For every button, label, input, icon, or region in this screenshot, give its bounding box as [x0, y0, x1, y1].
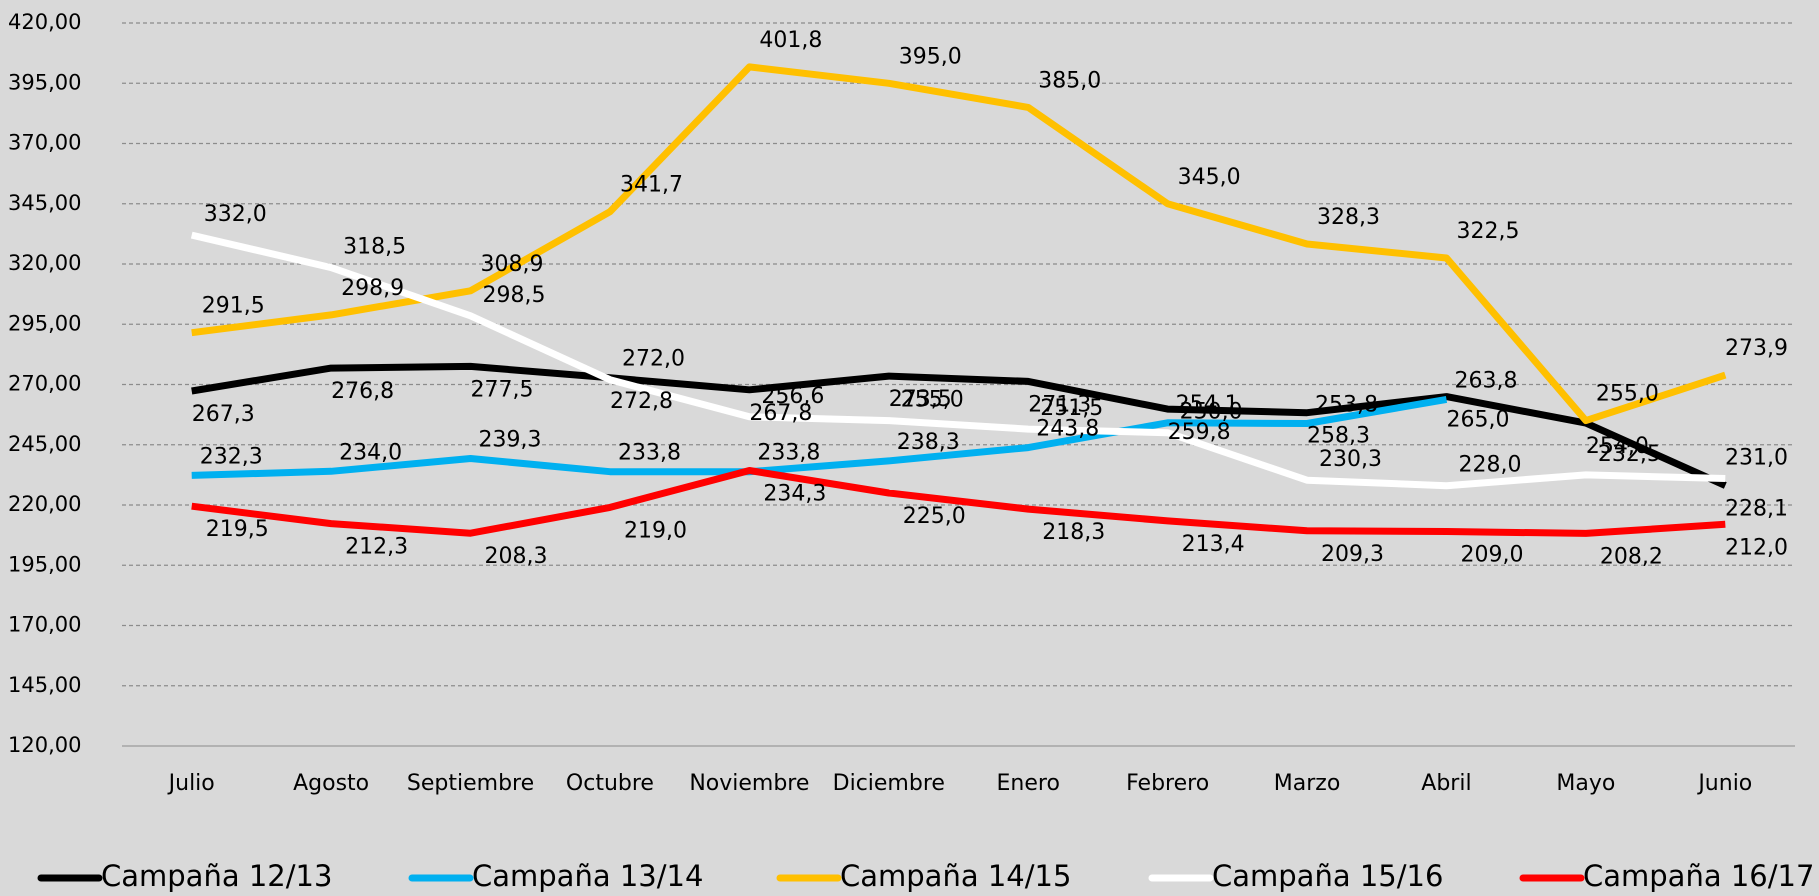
data-label: 341,7	[620, 173, 683, 198]
legend-label: Campaña 12/13	[101, 859, 332, 893]
legend-label: Campaña 13/14	[472, 859, 703, 893]
y-tick-label: 420,00	[8, 10, 81, 34]
x-tick-label: Diciembre	[833, 771, 945, 796]
data-label: 233,8	[757, 441, 820, 466]
x-tick-label: Septiembre	[407, 771, 534, 796]
data-label: 219,5	[206, 517, 269, 542]
data-label: 243,8	[1036, 417, 1099, 442]
series-line	[191, 395, 1448, 479]
data-label: 228,1	[1725, 496, 1788, 521]
y-tick-label: 320,00	[8, 251, 81, 275]
data-label: 238,3	[897, 430, 960, 455]
y-tick-label: 195,00	[8, 552, 81, 576]
data-label: 265,0	[1446, 408, 1509, 433]
y-tick-label: 345,00	[8, 191, 81, 215]
data-label: 308,9	[481, 252, 544, 277]
x-tick-label: Junio	[1696, 771, 1752, 796]
data-label: 277,5	[471, 377, 534, 402]
data-label: 259,8	[1168, 420, 1231, 445]
data-label: 232,5	[1598, 442, 1661, 467]
data-label: 345,0	[1178, 165, 1241, 190]
data-label: 231,0	[1725, 445, 1788, 470]
data-label: 272,8	[610, 389, 673, 414]
data-label: 234,3	[763, 482, 826, 507]
y-tick-label: 395,00	[8, 70, 81, 94]
data-label: 273,9	[1725, 336, 1788, 361]
data-label: 233,8	[618, 441, 681, 466]
y-tick-label: 245,00	[8, 432, 81, 456]
data-label: 239,3	[479, 427, 542, 452]
y-tick-label: 270,00	[8, 372, 81, 396]
data-label: 254,1	[1176, 392, 1239, 417]
data-label: 218,3	[1042, 520, 1105, 545]
data-label: 332,0	[204, 202, 267, 227]
data-label: 385,0	[1038, 68, 1101, 93]
y-tick-label: 120,00	[8, 733, 81, 757]
data-label: 272,0	[622, 347, 685, 372]
data-label: 209,0	[1460, 543, 1523, 568]
y-tick-label: 220,00	[8, 492, 81, 516]
x-tick-label: Marzo	[1274, 771, 1341, 796]
data-label: 267,3	[192, 402, 255, 427]
data-label: 328,3	[1317, 205, 1380, 230]
y-tick-label: 145,00	[8, 673, 81, 697]
series-line	[191, 63, 1727, 425]
data-label: 318,5	[343, 235, 406, 260]
x-tick-label: Octubre	[566, 771, 654, 796]
data-label: 263,8	[1454, 368, 1517, 393]
data-label: 254,0	[1586, 434, 1649, 459]
data-label: 255,0	[901, 388, 964, 413]
data-label: 253,8	[1315, 393, 1378, 418]
x-tick-label: Enero	[997, 771, 1060, 796]
data-label: 213,4	[1182, 532, 1245, 557]
data-label: 212,0	[1725, 535, 1788, 560]
data-label: 234,0	[339, 440, 402, 465]
data-label: 276,8	[331, 379, 394, 404]
data-label: 267,8	[749, 401, 812, 426]
data-label: 228,0	[1458, 453, 1521, 478]
legend-label: Campaña 16/17	[1583, 859, 1814, 893]
data-label: 209,3	[1321, 542, 1384, 567]
data-label: 395,0	[899, 44, 962, 69]
x-tick-label: Febrero	[1126, 771, 1209, 796]
series-line	[191, 467, 1726, 537]
x-tick-label: Abril	[1421, 771, 1471, 796]
x-tick-label: Mayo	[1556, 771, 1615, 796]
data-label: 250,0	[1180, 400, 1243, 425]
legend-label: Campaña 14/15	[840, 859, 1071, 893]
data-label: 273,5	[889, 387, 952, 412]
y-tick-label: 295,00	[8, 311, 81, 335]
data-label: 225,0	[903, 504, 966, 529]
data-label: 208,3	[485, 544, 548, 569]
y-tick-label: 370,00	[8, 131, 81, 155]
data-label: 401,8	[759, 28, 822, 53]
x-tick-label: Agosto	[293, 771, 369, 796]
data-label: 271,3	[1028, 392, 1091, 417]
series-line	[191, 362, 1727, 489]
data-label: 212,3	[345, 535, 408, 560]
x-tick-label: Noviembre	[689, 771, 809, 796]
data-label: 256,6	[761, 384, 824, 409]
data-label: 251,5	[1040, 396, 1103, 421]
data-label: 219,0	[624, 518, 687, 543]
data-label: 255,0	[1596, 382, 1659, 407]
data-label: 298,5	[483, 283, 546, 308]
x-tick-label: Julio	[167, 771, 215, 796]
data-label: 298,9	[341, 276, 404, 301]
data-label: 232,3	[200, 444, 263, 469]
y-tick-label: 170,00	[8, 613, 81, 637]
data-label: 258,3	[1307, 424, 1370, 449]
series-line	[190, 231, 1726, 490]
data-label: 322,5	[1456, 219, 1519, 244]
data-label: 291,5	[202, 294, 265, 319]
data-label: 208,2	[1600, 544, 1663, 569]
data-label: 230,3	[1319, 447, 1382, 472]
legend-label: Campaña 15/16	[1212, 859, 1443, 893]
